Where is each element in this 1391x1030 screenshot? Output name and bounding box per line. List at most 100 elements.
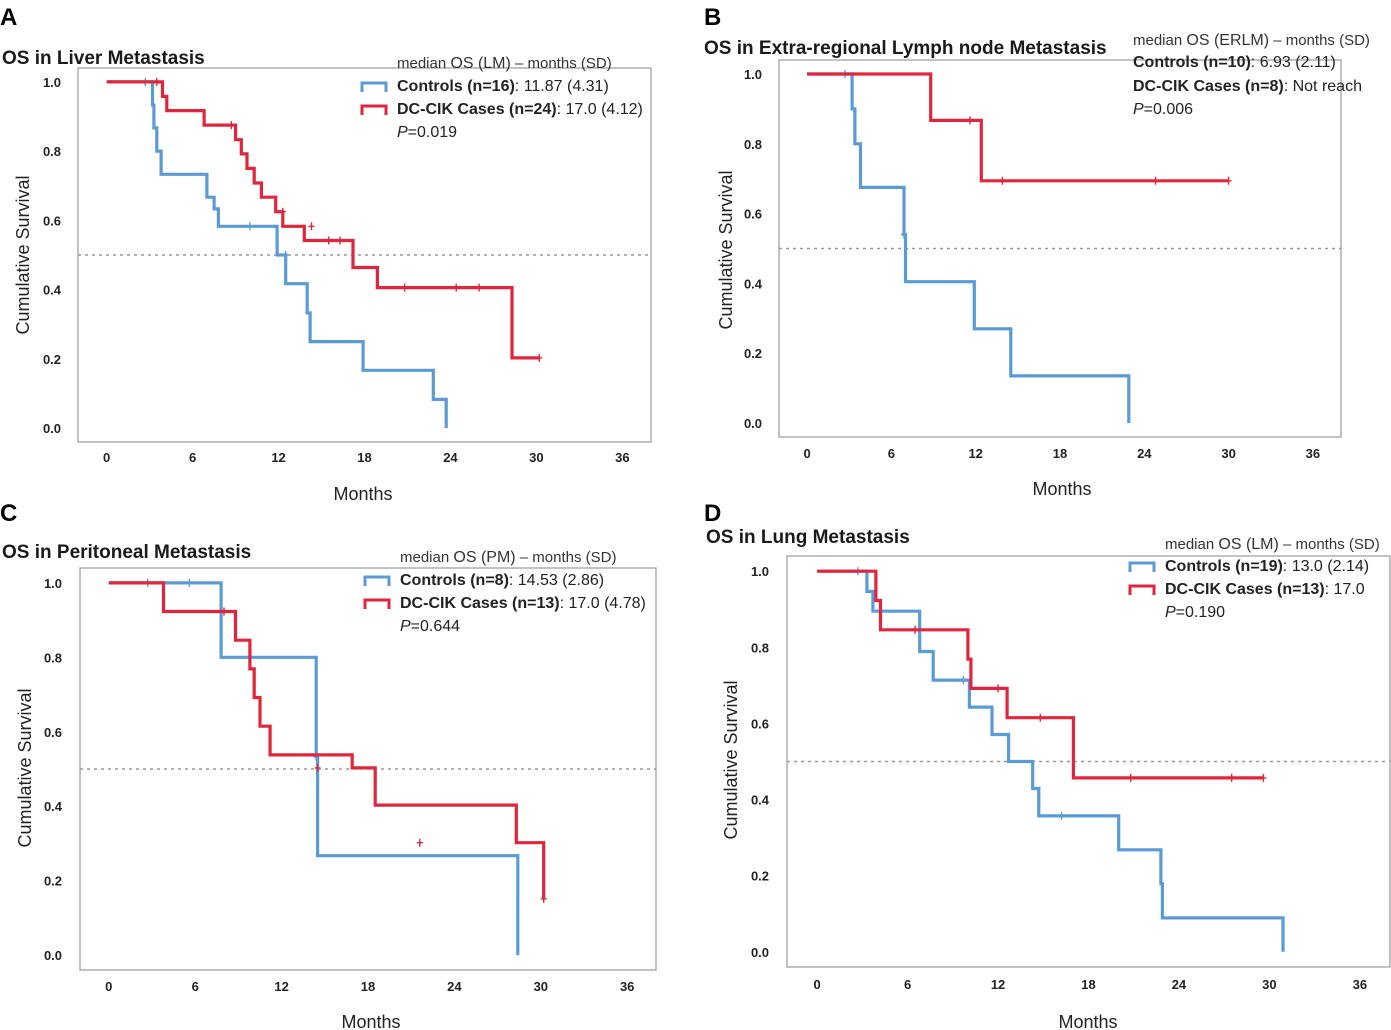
dc-cik-cases-censor-mark bbox=[153, 77, 160, 86]
dc-cik-cases-censor-mark bbox=[540, 894, 547, 903]
dc-cik-cases-censor-mark bbox=[1037, 713, 1044, 722]
x-tick-label: 0 bbox=[803, 446, 810, 461]
legend-heading: median OS (ERLM) – months (SD) bbox=[1133, 32, 1370, 49]
x-tick-label: 36 bbox=[615, 450, 629, 465]
y-tick-label: 1.0 bbox=[744, 67, 762, 82]
x-tick-label: 30 bbox=[534, 979, 548, 994]
x-tick-label: 12 bbox=[991, 977, 1005, 992]
y-tick-label: 0.4 bbox=[744, 276, 763, 291]
y-tick-label: 0.8 bbox=[44, 650, 62, 665]
legend-heading: median OS (LM) – months (SD) bbox=[1165, 536, 1380, 553]
panel-label: D bbox=[704, 500, 721, 527]
x-tick-label: 6 bbox=[904, 977, 911, 992]
dc-cik-cases-survival-curve bbox=[807, 72, 1229, 183]
y-tick-label: 0.4 bbox=[44, 799, 63, 814]
panel-label: A bbox=[0, 4, 17, 31]
x-tick-label: 6 bbox=[189, 450, 196, 465]
p-value: P=0.019 bbox=[397, 124, 457, 141]
panel-label: B bbox=[704, 4, 721, 31]
y-tick-label: 0.6 bbox=[744, 207, 762, 222]
panel-b: B OS in Extra-regional Lymph node Metast… bbox=[704, 4, 1370, 499]
controls-censor-mark bbox=[901, 230, 907, 239]
cases-legend-swatch bbox=[363, 598, 391, 609]
legend: median OS (PM) – months (SD) Controls (n… bbox=[363, 549, 646, 635]
x-tick-label: 0 bbox=[103, 450, 110, 465]
dc-cik-cases-censor-mark bbox=[912, 625, 919, 634]
cases-legend-swatch bbox=[360, 104, 388, 115]
legend: median OS (LM) – months (SD) Controls (n… bbox=[1128, 536, 1380, 621]
x-tick-label: 36 bbox=[620, 979, 634, 994]
x-axis-label: Months bbox=[341, 1012, 400, 1030]
dc-cik-cases-censor-mark bbox=[228, 121, 235, 130]
legend-controls-entry: Controls (n=19): 13.0 (2.14) bbox=[1165, 558, 1369, 575]
x-tick-label: 12 bbox=[271, 450, 285, 465]
y-axis-label: Cumulative Survival bbox=[15, 688, 35, 847]
survival-curves bbox=[787, 567, 1390, 952]
x-tick-label: 36 bbox=[1306, 446, 1320, 461]
x-tick-label: 12 bbox=[274, 979, 288, 994]
panel-label: C bbox=[0, 500, 17, 527]
controls-legend-swatch bbox=[1128, 561, 1156, 572]
dc-cik-cases-survival-curve bbox=[108, 581, 546, 899]
x-axis-label: Months bbox=[1058, 1012, 1117, 1030]
y-tick-label: 0.2 bbox=[44, 874, 62, 889]
x-tick-label: 36 bbox=[1353, 977, 1367, 992]
cases-legend-swatch bbox=[1128, 584, 1156, 595]
x-tick-label: 24 bbox=[1137, 446, 1152, 461]
chart-title: OS in Liver Metastasis bbox=[2, 48, 205, 69]
dc-cik-cases-censor-mark bbox=[476, 283, 483, 292]
x-tick-label: 24 bbox=[1172, 977, 1187, 992]
y-tick-label: 1.0 bbox=[44, 576, 62, 591]
y-axis-label: Cumulative Survival bbox=[13, 175, 33, 334]
panel-c: C OS in Peritoneal Metastasis Months Cum… bbox=[0, 500, 657, 1030]
legend-cases-entry: DC-CIK Cases (n=24): 17.0 (4.12) bbox=[397, 101, 643, 118]
panel-d: D OS in Lung Metastasis Months Cumulativ… bbox=[704, 500, 1391, 1030]
dc-cik-cases-censor-mark bbox=[337, 236, 344, 245]
y-tick-label: 0.0 bbox=[751, 945, 769, 960]
legend-controls-entry: Controls (n=16): 11.87 (4.31) bbox=[397, 78, 609, 95]
chart-title: OS in Extra-regional Lymph node Metastas… bbox=[704, 38, 1107, 59]
legend-cases-entry: DC-CIK Cases (n=13): 17.0 (4.78) bbox=[400, 595, 646, 612]
dc-cik-cases-censor-mark bbox=[1260, 773, 1267, 782]
dc-cik-cases-censor-mark bbox=[967, 116, 974, 125]
y-tick-label: 1.0 bbox=[43, 75, 61, 90]
y-tick-label: 0.6 bbox=[751, 716, 769, 731]
survival-curves bbox=[80, 578, 656, 956]
axis-ticks: 0 6 12 18 24 30 36 0.0 0.2 0.4 0.6 0.8 1.0 bbox=[751, 564, 1367, 992]
controls-censor-mark bbox=[1058, 811, 1065, 820]
x-tick-label: 30 bbox=[1262, 977, 1276, 992]
y-tick-label: 0.2 bbox=[751, 869, 769, 884]
chart-title: OS in Peritoneal Metastasis bbox=[2, 542, 251, 563]
x-tick-label: 18 bbox=[1053, 446, 1067, 461]
dc-cik-cases-censor-mark bbox=[279, 207, 286, 216]
p-value: P=0.190 bbox=[1165, 604, 1225, 621]
y-tick-label: 0.0 bbox=[744, 416, 762, 431]
y-tick-label: 1.0 bbox=[751, 564, 769, 579]
y-tick-label: 0.4 bbox=[751, 793, 770, 808]
dc-cik-cases-censor-mark bbox=[995, 684, 1001, 693]
x-tick-label: 18 bbox=[357, 450, 371, 465]
x-axis-label: Months bbox=[1032, 479, 1091, 499]
axis-ticks: 0 6 12 18 24 30 36 0.0 0.2 0.4 0.6 0.8 1.0 bbox=[744, 67, 1320, 461]
legend-heading: median OS (PM) – months (SD) bbox=[400, 549, 616, 566]
x-tick-label: 24 bbox=[447, 979, 462, 994]
x-tick-label: 12 bbox=[968, 446, 982, 461]
y-axis-label: Cumulative Survival bbox=[716, 170, 736, 329]
dc-cik-cases-survival-curve bbox=[106, 80, 540, 360]
dc-cik-cases-censor-mark bbox=[1127, 773, 1134, 782]
controls-censor-mark bbox=[246, 222, 253, 231]
axis-ticks: 0 6 12 18 24 30 36 0.0 0.2 0.4 0.6 0.8 1.0 bbox=[43, 75, 630, 465]
x-tick-label: 24 bbox=[443, 450, 458, 465]
x-tick-label: 0 bbox=[105, 979, 112, 994]
legend-cases-entry: DC-CIK Cases (n=8): Not reach bbox=[1133, 78, 1362, 95]
x-axis-label: Months bbox=[333, 484, 392, 504]
panel-a: A OS in Liver Metastasis Months Cumulati… bbox=[0, 4, 652, 504]
legend: median OS (LM) – months (SD) Controls (n… bbox=[360, 55, 643, 141]
x-tick-label: 18 bbox=[1081, 977, 1095, 992]
dc-cik-cases-censor-mark bbox=[401, 283, 408, 292]
controls-legend-swatch bbox=[360, 81, 388, 92]
survival-curves bbox=[78, 77, 651, 429]
y-tick-label: 0.2 bbox=[744, 346, 762, 361]
controls-censor-mark bbox=[282, 251, 289, 259]
